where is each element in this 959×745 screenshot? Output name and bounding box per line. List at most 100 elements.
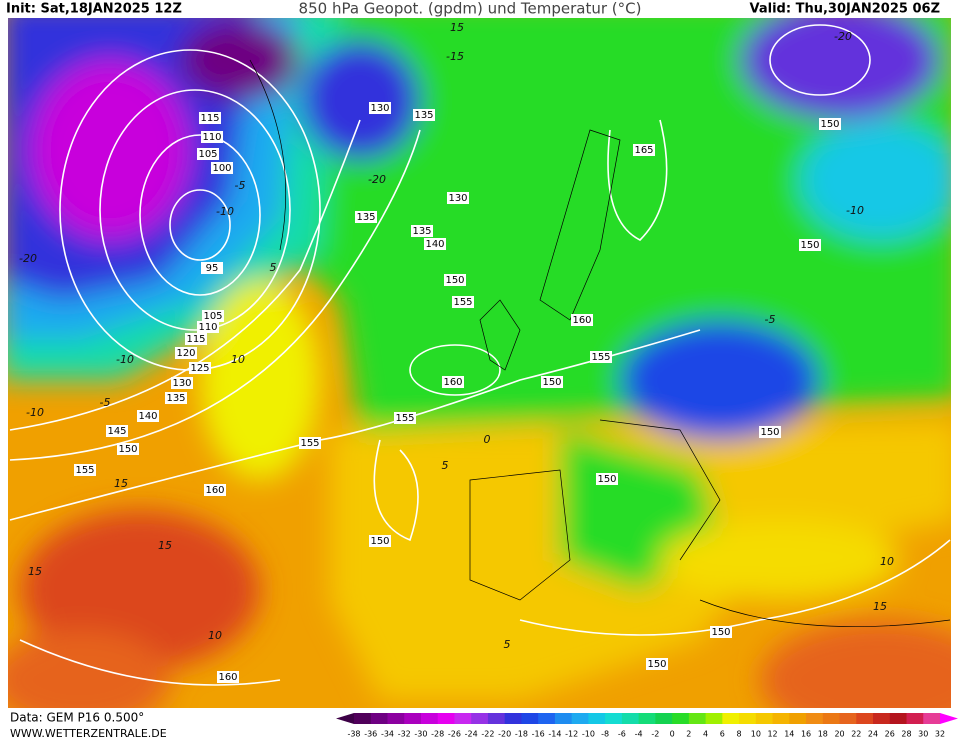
init-text: Init: Sat,18JAN2025 12Z: [6, 2, 182, 17]
geopotential-label-box: [411, 225, 433, 237]
temperature-label: -15: [446, 50, 464, 63]
colorbar-tick-label: 20: [834, 730, 844, 739]
geopotential-label-box: [165, 392, 187, 404]
colorbar-tick-label: -26: [448, 730, 461, 739]
geopotential-label-box: [299, 437, 321, 449]
colorbar-tick-label: 24: [868, 730, 878, 739]
colorbar-segment: [755, 713, 774, 724]
geopotential-label-box: [596, 473, 618, 485]
geopotential-label: 150: [542, 377, 561, 388]
colorbar-tick-label: -38: [347, 730, 360, 739]
geopotential-label: 160: [572, 315, 591, 326]
geopotential-label: 150: [597, 474, 616, 485]
colorbar-tick-label: 28: [901, 730, 911, 739]
colorbar-segment: [471, 713, 489, 724]
colorbar-tick-label: -12: [565, 730, 578, 739]
temperature-label: -20: [834, 30, 852, 43]
geopotential-label-box: [201, 262, 223, 274]
geopotential-label: 155: [395, 413, 414, 424]
geopotential-label-box: [201, 131, 223, 143]
geopotential-label: 135: [356, 212, 375, 223]
colorbar-segment: [772, 713, 790, 724]
geopotential-label: 130: [370, 103, 389, 114]
valid-text: Valid: Thu,30JAN2025 06Z: [750, 2, 940, 17]
temperature-label: 5: [442, 459, 449, 472]
coastlines: [249, 59, 951, 627]
geopotential-label: 155: [75, 465, 94, 476]
temperature-label: -10: [116, 353, 134, 366]
geopotential-label-box: [171, 377, 193, 389]
temperature-label: 15: [450, 21, 464, 34]
geopotential-label-box: [189, 362, 211, 374]
geopotential-label: 130: [172, 378, 191, 389]
geopotential-label: 160: [218, 672, 237, 683]
geopotential-label-box: [185, 333, 207, 345]
colorbar-segment: [839, 713, 857, 724]
colorbar-segment: [454, 713, 472, 724]
colorbar-tick-label: 16: [801, 730, 811, 739]
colorbar-tick-label: 18: [818, 730, 828, 739]
geopotential-label-box: [211, 162, 233, 174]
geopotential-label-box: [646, 658, 668, 670]
colorbar: -38 -36 -34 -32 -30 -28 -26 -24 -22 -20 -18 -16 -14-…: [336, 713, 958, 739]
colorbar-segment: [672, 713, 690, 724]
colorbar-tick-label: -16: [532, 730, 545, 739]
colorbar-tick-label: 10: [751, 730, 761, 739]
geopotential-label: 135: [412, 226, 431, 237]
geopotential-label: 95: [206, 263, 219, 274]
colorbar-tick-label: 2: [686, 730, 691, 739]
colorbar-segment: [621, 713, 640, 724]
geopotential-label: 155: [591, 352, 610, 363]
colorbar-segment: [722, 713, 740, 724]
colorbar-segment: [856, 713, 874, 724]
geopotential-label: 160: [205, 485, 224, 496]
geopotential-label: 150: [445, 275, 464, 286]
geopotential-label-box: [197, 148, 219, 160]
temperature-label: 15: [158, 539, 172, 552]
geopotential-label: 100: [212, 163, 231, 174]
colorbar-segment: [420, 713, 439, 724]
colorbar-tick-label: -30: [414, 730, 427, 739]
geopotential-label-box: [710, 626, 732, 638]
colorbar-tick-label: 8: [737, 730, 742, 739]
geopotential-label: 150: [647, 659, 666, 670]
geopotential-label-box: [369, 535, 391, 547]
colorbar-tick-label: -24: [465, 730, 478, 739]
geopotential-label-box: [137, 410, 159, 422]
geopotential-label: 155: [453, 297, 472, 308]
colorbar-segment: [906, 713, 924, 724]
geopotential-label-box: [633, 144, 655, 156]
geopotential-label-box: [444, 274, 466, 286]
temperature-label: 10: [231, 353, 245, 366]
geopotential-label-box: [819, 118, 841, 130]
geopotential-label-box: [204, 484, 226, 496]
geopotential-label: 115: [186, 334, 205, 345]
geopotential-label: 110: [198, 322, 217, 333]
colorbar-segment: [554, 713, 573, 724]
temperature-label: -20: [368, 173, 386, 186]
colorbar-segment: [404, 713, 422, 724]
geopotential-label: 135: [414, 110, 433, 121]
geopotential-label-box: [759, 426, 781, 438]
temperature-label: 15: [873, 600, 887, 613]
contour-labels: 1151101051009510511011512012513013514014…: [19, 21, 894, 683]
geopotential-label: 105: [203, 311, 222, 322]
geopotential-label: 150: [118, 444, 137, 455]
geopotential-label: 115: [200, 113, 219, 124]
colorbar-tick-label: 22: [851, 730, 861, 739]
geopotential-label-box: [424, 238, 446, 250]
temperature-label: 5: [504, 638, 511, 651]
colorbar-tick-label: -10: [582, 730, 595, 739]
colorbar-segment: [789, 713, 807, 724]
geopotential-label-box: [355, 211, 377, 223]
colorbar-segment: [387, 713, 405, 724]
temperature-label: 15: [28, 565, 42, 578]
colorbar-tick-label: 32: [935, 730, 945, 739]
site-url: WWW.WETTERZENTRALE.DE: [10, 727, 167, 740]
temperature-label: -10: [26, 406, 44, 419]
colorbar-tick-label: 0: [670, 730, 675, 739]
temperature-label: -10: [846, 204, 864, 217]
temperature-label: 10: [208, 629, 222, 642]
